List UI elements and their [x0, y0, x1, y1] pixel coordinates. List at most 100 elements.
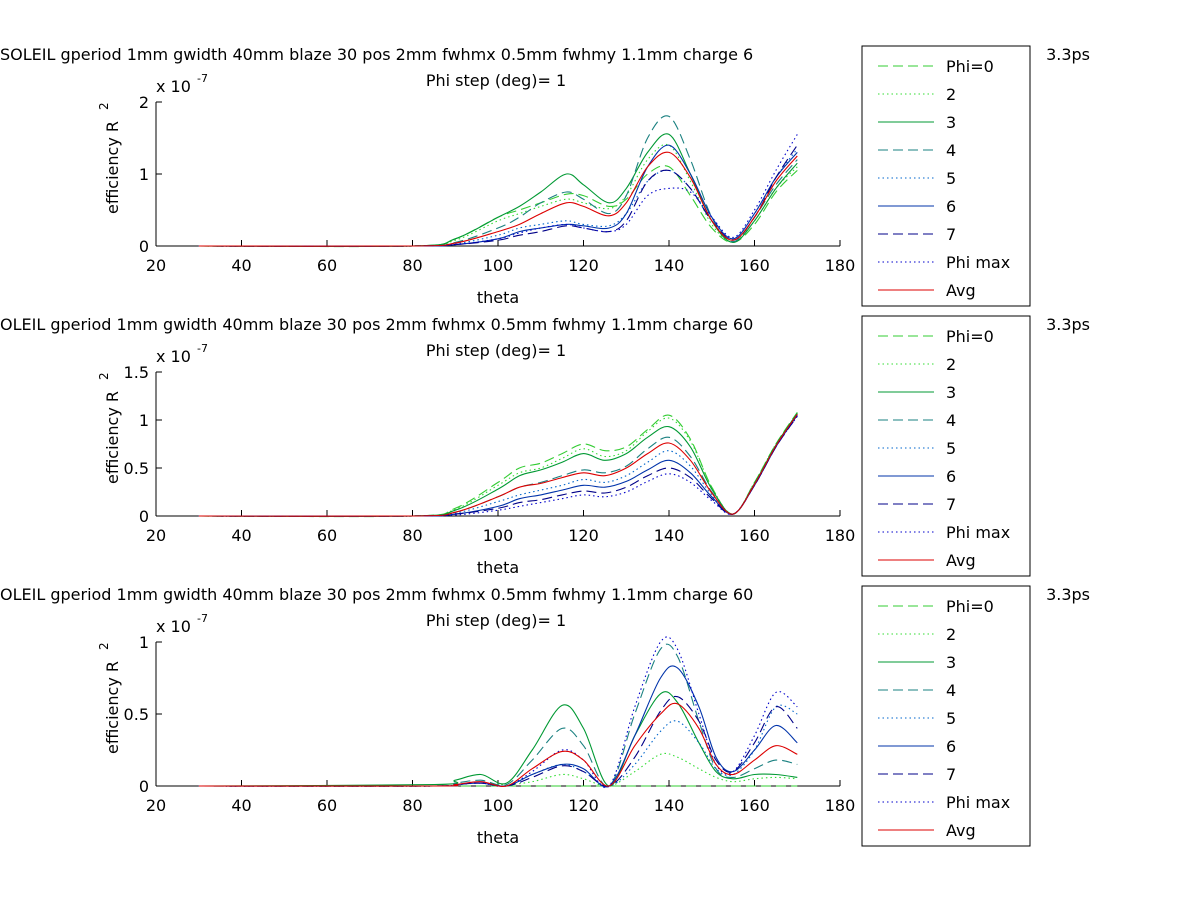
x-tick-label: 20: [146, 256, 166, 275]
x-tick-label: 40: [231, 796, 251, 815]
legend-label: 4: [946, 141, 956, 160]
x-tick-label: 60: [317, 256, 337, 275]
x-tick-label: 140: [654, 796, 685, 815]
x-tick-label: 180: [825, 796, 856, 815]
chart-title-tail: 3.3ps: [1046, 315, 1090, 334]
x-axis-label: theta: [477, 828, 519, 847]
x-tick-label: 120: [568, 526, 599, 545]
x-tick-label: 140: [654, 256, 685, 275]
y-tick-label: 1: [139, 633, 149, 652]
y-axis-label: efficiency R: [103, 661, 122, 754]
x-tick-label: 100: [483, 256, 514, 275]
x-tick-label: 20: [146, 796, 166, 815]
x-tick-label: 60: [317, 796, 337, 815]
legend-label: 2: [946, 85, 956, 104]
legend-label: Phi=0: [946, 57, 994, 76]
x-tick-label: 180: [825, 256, 856, 275]
x-tick-label: 40: [231, 256, 251, 275]
legend-label: Avg: [946, 551, 976, 570]
y-axis-label-group: efficiency R 2: [97, 102, 122, 214]
exponent-label: x 10: [156, 77, 191, 96]
legend-label: 4: [946, 411, 956, 430]
y-tick-label: 1.5: [124, 363, 149, 382]
y-axis-label-sup: 2: [97, 642, 111, 650]
chart-title: OLEIL gperiod 1mm gwidth 40mm blaze 30 p…: [0, 585, 753, 604]
y-axis-label-sup: 2: [97, 372, 111, 380]
legend-label: 5: [946, 709, 956, 728]
legend-label: 2: [946, 355, 956, 374]
series-line-2: [198, 412, 798, 518]
y-axis-label-group: efficiency R 2: [97, 642, 122, 754]
legend: Phi=0 2 3 4 5 6 7 Phi max Avg: [861, 585, 1031, 847]
legend-label: 3: [946, 653, 956, 672]
x-axis-label: theta: [477, 558, 519, 577]
x-tick-label: 80: [402, 256, 422, 275]
legend-label: Phi=0: [946, 597, 994, 616]
y-tick-label: 0: [139, 237, 149, 256]
series-line-avg: [198, 702, 798, 788]
x-tick-label: 20: [146, 526, 166, 545]
subplot-1: SOLEIL gperiod 1mm gwidth 40mm blaze 30 …: [0, 45, 1090, 307]
legend-label: 5: [946, 169, 956, 188]
y-tick-label: 1: [139, 411, 149, 430]
series-line-4: [198, 643, 798, 787]
chart-title-tail: 3.3ps: [1046, 45, 1090, 64]
legend-label: 5: [946, 439, 956, 458]
y-axis-label-group: efficiency R 2: [97, 372, 122, 484]
x-tick-label: 160: [739, 526, 770, 545]
legend-label: Phi max: [946, 253, 1010, 272]
series-line-3: [198, 133, 798, 248]
chart-subtitle: Phi step (deg)= 1: [426, 71, 566, 90]
legend-box: [861, 45, 1031, 307]
series-lines: [198, 411, 798, 518]
y-tick-label: 1: [139, 165, 149, 184]
legend-label: 7: [946, 495, 956, 514]
x-tick-label: 160: [739, 796, 770, 815]
y-axis-label: efficiency R: [103, 391, 122, 484]
legend-label: Avg: [946, 281, 976, 300]
legend-box: [861, 315, 1031, 577]
x-tick-label: 160: [739, 256, 770, 275]
exponent-sup: -7: [197, 612, 208, 625]
x-tick-label: 80: [402, 526, 422, 545]
legend-label: 6: [946, 467, 956, 486]
subplot-3: OLEIL gperiod 1mm gwidth 40mm blaze 30 p…: [0, 585, 1090, 847]
legend-label: Phi=0: [946, 327, 994, 346]
legend-label: Phi max: [946, 793, 1010, 812]
legend-box: [861, 585, 1031, 847]
x-tick-label: 120: [568, 256, 599, 275]
x-tick-label: 80: [402, 796, 422, 815]
legend-label: Phi max: [946, 523, 1010, 542]
x-tick-label: 100: [483, 526, 514, 545]
legend-label: 7: [946, 225, 956, 244]
legend: Phi=0 2 3 4 5 6 7 Phi max Avg: [861, 45, 1031, 307]
series-lines: [198, 636, 798, 789]
legend: Phi=0 2 3 4 5 6 7 Phi max Avg: [861, 315, 1031, 577]
exponent-sup: -7: [197, 342, 208, 355]
x-tick-label: 60: [317, 526, 337, 545]
legend-label: 6: [946, 737, 956, 756]
series-line-avg: [198, 151, 798, 247]
chart-subtitle: Phi step (deg)= 1: [426, 611, 566, 630]
legend-label: 4: [946, 681, 956, 700]
x-tick-label: 100: [483, 796, 514, 815]
series-line-4: [198, 115, 798, 247]
y-axis-label: efficiency R: [103, 121, 122, 214]
x-tick-label: 120: [568, 796, 599, 815]
legend-label: 2: [946, 625, 956, 644]
legend-label: 7: [946, 765, 956, 784]
x-tick-label: 180: [825, 526, 856, 545]
legend-label: 3: [946, 383, 956, 402]
exponent-sup: -7: [197, 72, 208, 85]
legend-label: 6: [946, 197, 956, 216]
exponent-label: x 10: [156, 347, 191, 366]
exponent-label: x 10: [156, 617, 191, 636]
chart-title-tail: 3.3ps: [1046, 585, 1090, 604]
y-tick-label: 0: [139, 777, 149, 796]
x-tick-label: 140: [654, 526, 685, 545]
y-tick-label: 0.5: [124, 705, 149, 724]
subplot-2: OLEIL gperiod 1mm gwidth 40mm blaze 30 p…: [0, 315, 1090, 577]
y-tick-label: 2: [139, 93, 149, 112]
x-axis-label: theta: [477, 288, 519, 307]
